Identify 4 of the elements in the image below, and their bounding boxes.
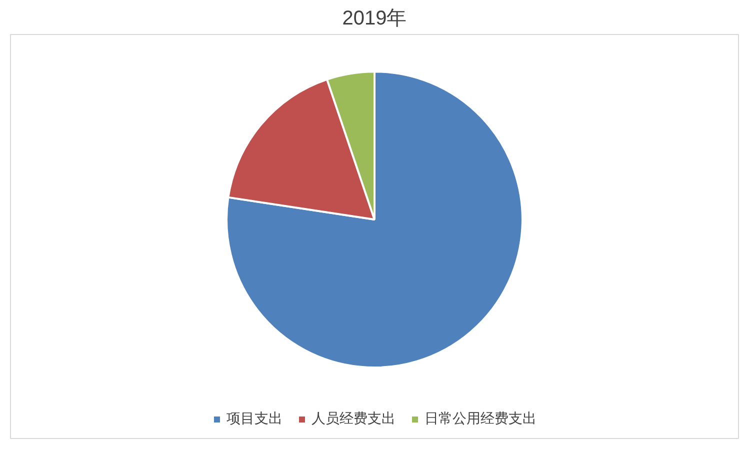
chart-title: 2019年 <box>342 8 407 30</box>
legend-label: 人员经费支出 <box>312 410 396 428</box>
legend-label: 日常公用经费支出 <box>424 410 536 428</box>
legend-label: 项目支出 <box>226 410 282 428</box>
